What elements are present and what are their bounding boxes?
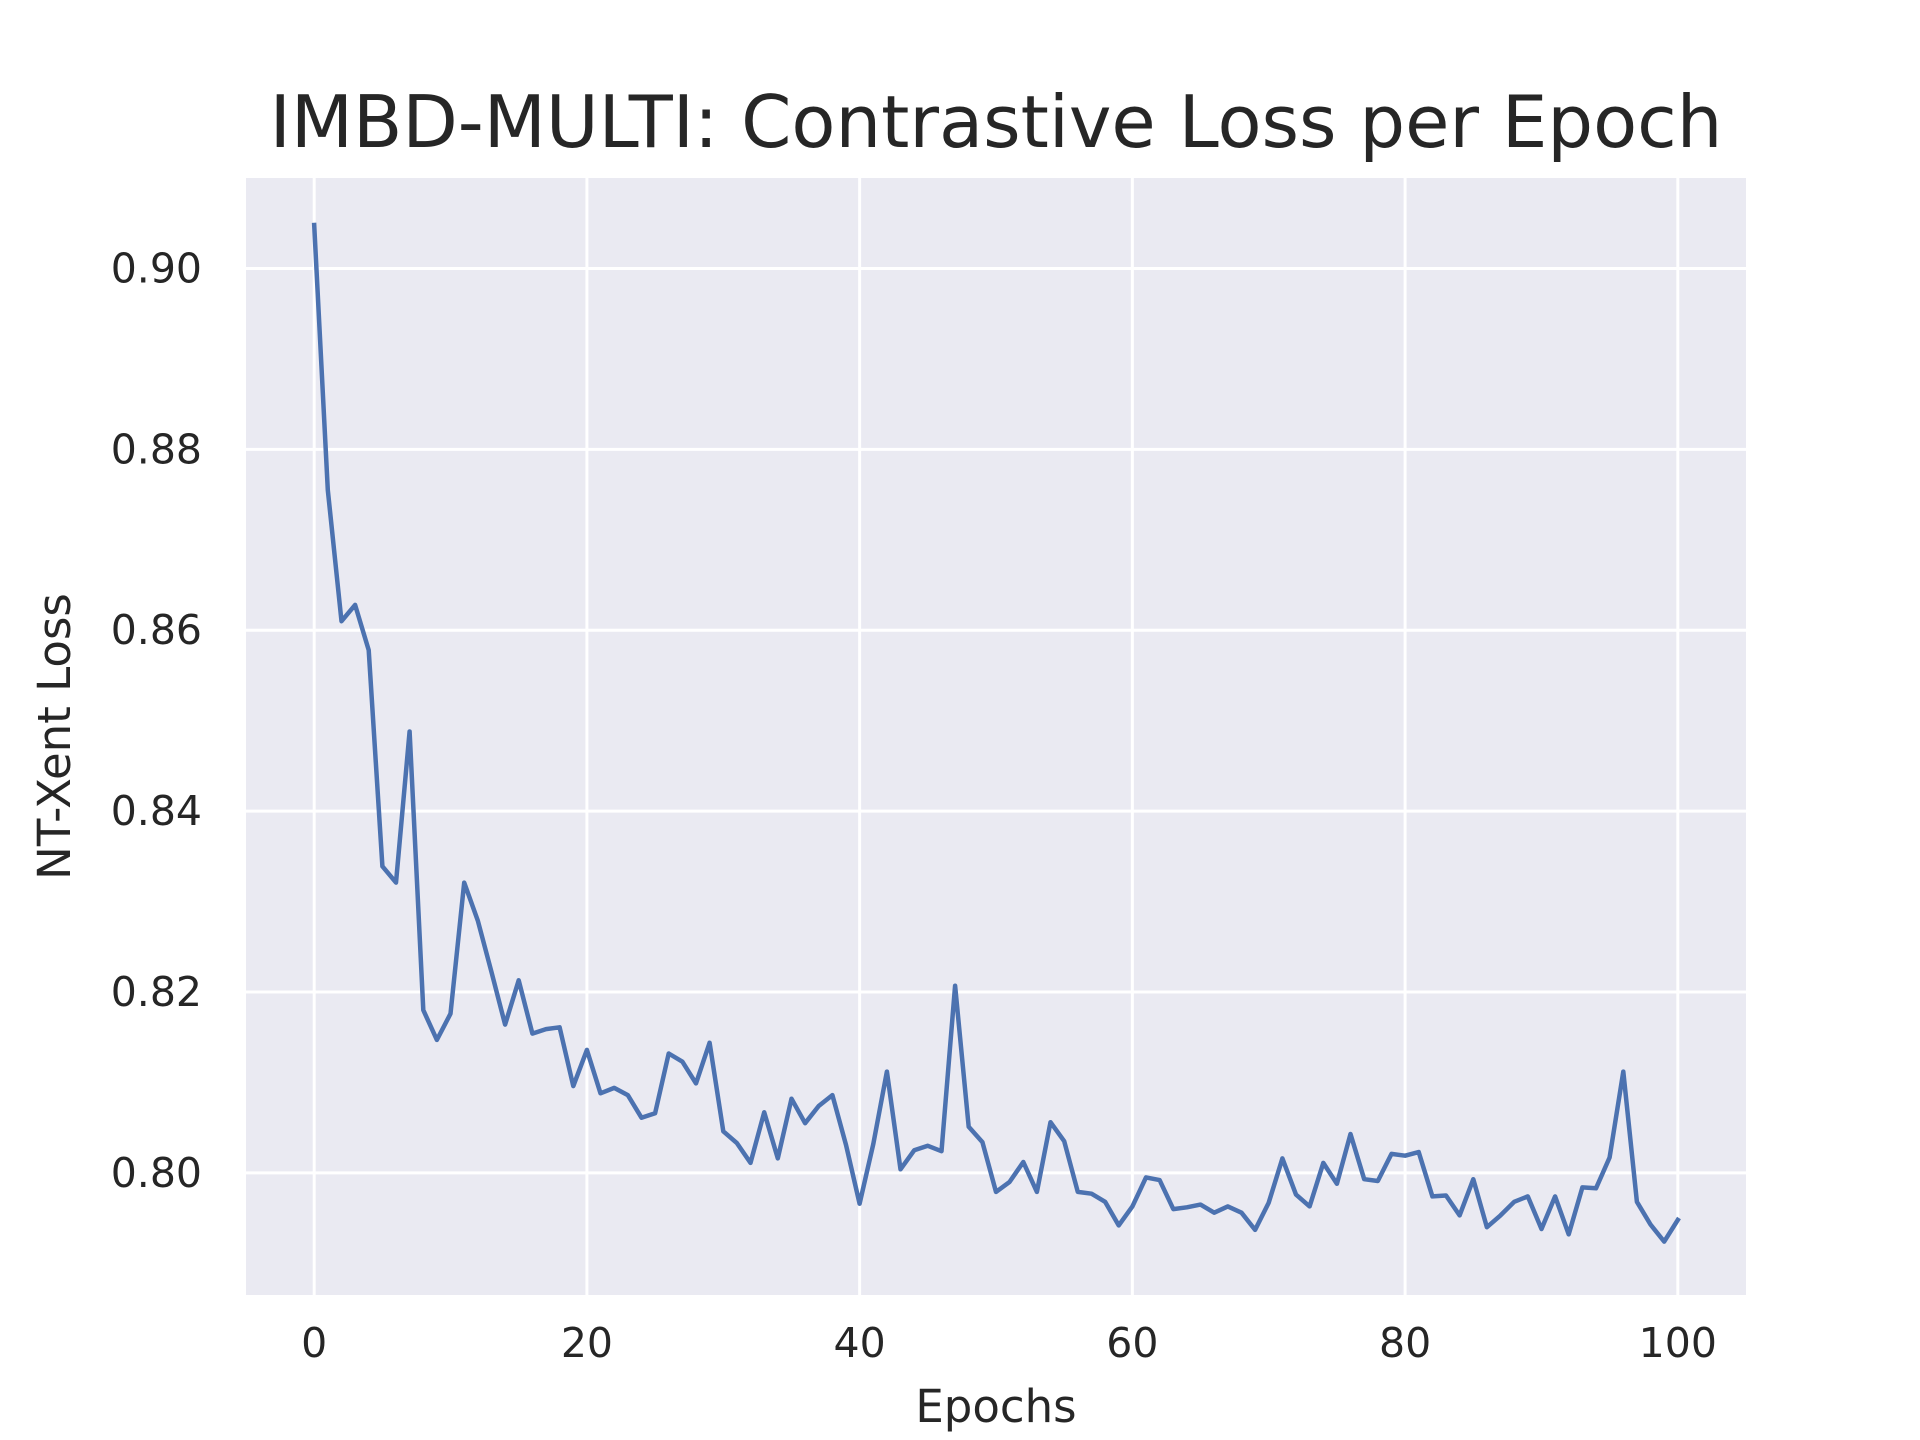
y-tick-label: 0.86 bbox=[111, 606, 202, 654]
x-tick-label: 80 bbox=[1379, 1319, 1431, 1367]
series-line bbox=[311, 222, 1681, 1244]
y-tick-label: 0.80 bbox=[111, 1149, 202, 1197]
y-tick-label: 0.84 bbox=[111, 787, 202, 835]
x-axis-title: Epochs bbox=[915, 1380, 1076, 1433]
plot-area bbox=[246, 178, 1746, 1295]
y-tick-label: 0.82 bbox=[111, 968, 202, 1016]
x-tick-label: 0 bbox=[301, 1319, 327, 1367]
y-tick-label: 0.88 bbox=[111, 425, 202, 473]
x-tick-label: 100 bbox=[1639, 1319, 1717, 1367]
y-axis-title: NT-Xent Loss bbox=[28, 593, 81, 880]
tick-labels: 0 20 40 60 80 100 0.80 0.82 0.84 0.86 0.88 0.90 bbox=[111, 244, 1717, 1367]
grid bbox=[246, 178, 1746, 1295]
x-tick-label: 60 bbox=[1106, 1319, 1158, 1367]
y-tick-label: 0.90 bbox=[111, 244, 202, 292]
chart-title: IMBD-MULTI: Contrastive Loss per Epoch bbox=[270, 80, 1723, 164]
x-tick-label: 20 bbox=[561, 1319, 613, 1367]
x-tick-label: 40 bbox=[834, 1319, 886, 1367]
series-lines bbox=[311, 222, 1681, 1244]
